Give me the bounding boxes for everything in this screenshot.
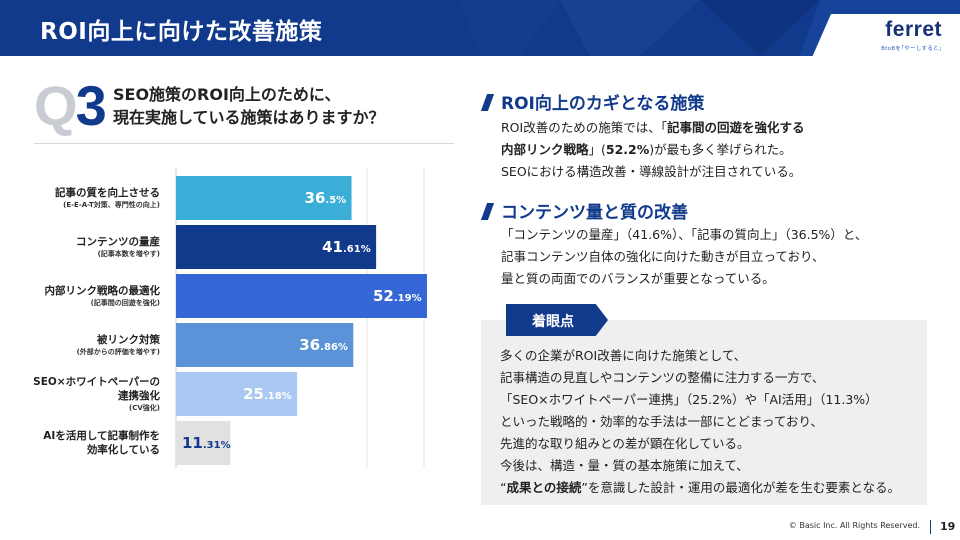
page-number: 19: [940, 520, 956, 533]
question-divider: [34, 143, 454, 144]
bar-5: [176, 372, 298, 416]
page-title: ROI向上に向けた改善施策: [40, 19, 323, 45]
ferret-logo: ferret BtoBを｢やーしすると｣: [810, 14, 960, 62]
logo-wordmark: ferret: [885, 18, 942, 41]
bar-value-label-3: 52.19%: [373, 287, 422, 305]
insight-box: [481, 320, 927, 505]
bar-value-label-5: 25.18%: [243, 385, 292, 403]
question-number: Q3: [34, 74, 107, 137]
footer-divider: [930, 520, 931, 534]
bar-1: [176, 176, 352, 220]
copyright: © Basic Inc. All Rights Reserved.: [788, 521, 920, 530]
bar-6: [176, 421, 231, 465]
question-text: SEO施策のROI向上のために、 現在実施している施策はありますか？: [113, 83, 385, 129]
category-label-2: コンテンツの量産 (記事本数を増やす): [76, 236, 160, 258]
section-body-2: 「コンテンツの量産」（41.6%）、「記事の質向上」（36.5%）と、 記事コン…: [501, 227, 868, 286]
bar-chart-svg: [175, 168, 427, 468]
category-label-1: 記事の質を向上させる (E-E-A-T対策、専門性の向上): [55, 187, 160, 209]
category-label-4: 被リンク対策 (外部からの評価を増やす): [76, 334, 160, 356]
section-body-1: ROI改善のための施策では、「記事間の回遊を強化する 内部リンク戦略」(52.2…: [501, 120, 805, 179]
insight-tag: 着眼点: [506, 304, 608, 336]
category-label-3: 内部リンク戦略の最適化 (記事間の回遊を強化): [44, 285, 161, 307]
header-bar: ROI向上に向けた改善施策: [0, 0, 960, 56]
bar-value-label-4: 36.86%: [299, 336, 348, 354]
bar-value-label-1: 36.5%: [304, 189, 347, 207]
category-label-6: AIを活用して記事制作を 効率化している: [43, 430, 160, 456]
slash-icon: [480, 203, 495, 220]
insight-text: 多くの企業がROI改善に向けた施策として、 記事構造の見直しやコンテンツの整備に…: [500, 348, 900, 495]
bar-value-label-2: 41.61%: [322, 238, 371, 256]
section-heading-1: ROI向上のカギとなる施策: [480, 89, 704, 114]
section-heading-2: コンテンツ量と質の改善: [480, 198, 688, 223]
category-label-5: SEO×ホワイトペーパーの 連携強化 (CV強化): [33, 376, 160, 412]
bar-3: [176, 274, 427, 318]
bar-value-label-6: 11.31%: [182, 434, 231, 452]
question-line-2: 現在実施している施策はありますか？: [113, 108, 385, 127]
bar-2: [176, 225, 377, 269]
bar-chart: 36.5% 記事の質を向上させる (E-E-A-T対策、専門性の向上) 41.61% コ…: [0, 168, 470, 468]
logo-tagline: BtoBを｢やーしすると｣: [881, 46, 942, 52]
bar-4: [176, 323, 354, 367]
question-line-1: SEO施策のROI向上のために、: [113, 85, 341, 104]
slash-icon: [480, 94, 495, 111]
